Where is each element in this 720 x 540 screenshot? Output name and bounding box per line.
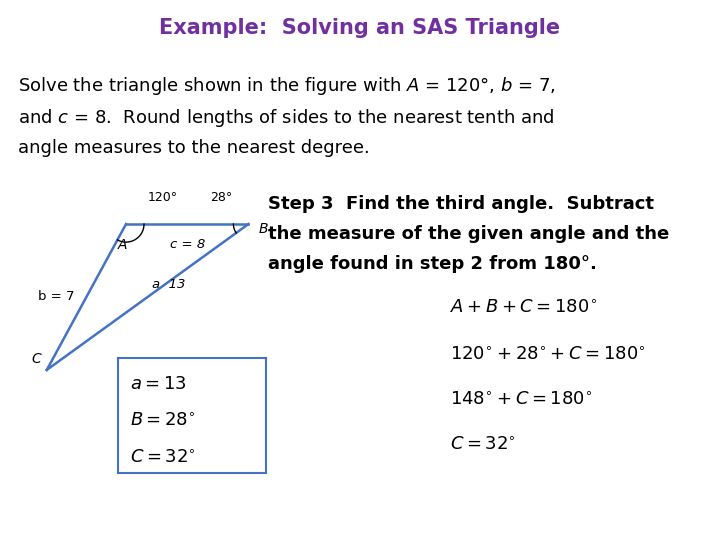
Text: Step 3  Find the third angle.  Subtract: Step 3 Find the third angle. Subtract <box>268 195 654 213</box>
Text: angle found in step 2 from 180°.: angle found in step 2 from 180°. <box>268 255 597 273</box>
Bar <box>118 358 266 473</box>
Text: 28°: 28° <box>210 191 233 204</box>
Text: $B = 28^{\circ}$: $B = 28^{\circ}$ <box>130 412 195 430</box>
Text: $120^{\circ} + 28^{\circ} + C = 180^{\circ}$: $120^{\circ} + 28^{\circ} + C = 180^{\ci… <box>450 346 646 364</box>
Text: A: A <box>117 238 127 252</box>
Text: and $c$ = 8.  Round lengths of sides to the nearest tenth and: and $c$ = 8. Round lengths of sides to t… <box>18 107 554 129</box>
Text: angle measures to the nearest degree.: angle measures to the nearest degree. <box>18 139 370 157</box>
Text: $C = 32^{\circ}$: $C = 32^{\circ}$ <box>130 449 196 467</box>
Text: $C = 32^{\circ}$: $C = 32^{\circ}$ <box>450 436 516 454</box>
Text: a  13: a 13 <box>152 278 185 291</box>
Text: B: B <box>258 222 268 236</box>
Text: 120°: 120° <box>148 191 178 204</box>
Text: $148^{\circ} + C = 180^{\circ}$: $148^{\circ} + C = 180^{\circ}$ <box>450 391 592 409</box>
Text: Example:  Solving an SAS Triangle: Example: Solving an SAS Triangle <box>159 18 561 38</box>
Text: the measure of the given angle and the: the measure of the given angle and the <box>268 225 670 243</box>
Text: c = 8: c = 8 <box>170 238 204 251</box>
Text: Solve the triangle shown in the figure with $A$ = 120°, $b$ = 7,: Solve the triangle shown in the figure w… <box>18 75 556 97</box>
Text: $A + B + C = 180^{\circ}$: $A + B + C = 180^{\circ}$ <box>450 299 597 317</box>
Text: C: C <box>31 352 41 366</box>
Text: b = 7: b = 7 <box>38 291 74 303</box>
Text: $a = 13$: $a = 13$ <box>130 375 186 393</box>
